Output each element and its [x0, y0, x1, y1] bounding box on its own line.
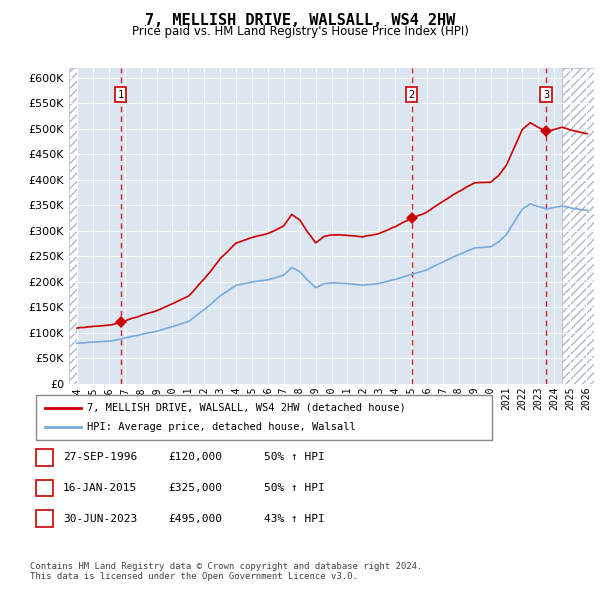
Text: £325,000: £325,000 — [168, 483, 222, 493]
Text: £120,000: £120,000 — [168, 453, 222, 462]
Text: 27-SEP-1996: 27-SEP-1996 — [63, 453, 137, 462]
Bar — [69, 68, 77, 384]
Text: Price paid vs. HM Land Registry's House Price Index (HPI): Price paid vs. HM Land Registry's House … — [131, 25, 469, 38]
Text: 16-JAN-2015: 16-JAN-2015 — [63, 483, 137, 493]
Text: 2: 2 — [409, 90, 415, 100]
Text: 43% ↑ HPI: 43% ↑ HPI — [264, 514, 325, 523]
Text: 50% ↑ HPI: 50% ↑ HPI — [264, 453, 325, 462]
Text: 1: 1 — [41, 453, 48, 462]
Text: 7, MELLISH DRIVE, WALSALL, WS4 2HW (detached house): 7, MELLISH DRIVE, WALSALL, WS4 2HW (deta… — [87, 403, 406, 412]
Text: 3: 3 — [543, 90, 549, 100]
Text: 3: 3 — [41, 514, 48, 523]
Text: 2: 2 — [41, 483, 48, 493]
Bar — [562, 68, 594, 384]
Text: 50% ↑ HPI: 50% ↑ HPI — [264, 483, 325, 493]
Text: 7, MELLISH DRIVE, WALSALL, WS4 2HW: 7, MELLISH DRIVE, WALSALL, WS4 2HW — [145, 13, 455, 28]
Text: HPI: Average price, detached house, Walsall: HPI: Average price, detached house, Wals… — [87, 422, 356, 432]
Text: Contains HM Land Registry data © Crown copyright and database right 2024.
This d: Contains HM Land Registry data © Crown c… — [30, 562, 422, 581]
Text: 30-JUN-2023: 30-JUN-2023 — [63, 514, 137, 523]
Text: 1: 1 — [118, 90, 124, 100]
Text: £495,000: £495,000 — [168, 514, 222, 523]
